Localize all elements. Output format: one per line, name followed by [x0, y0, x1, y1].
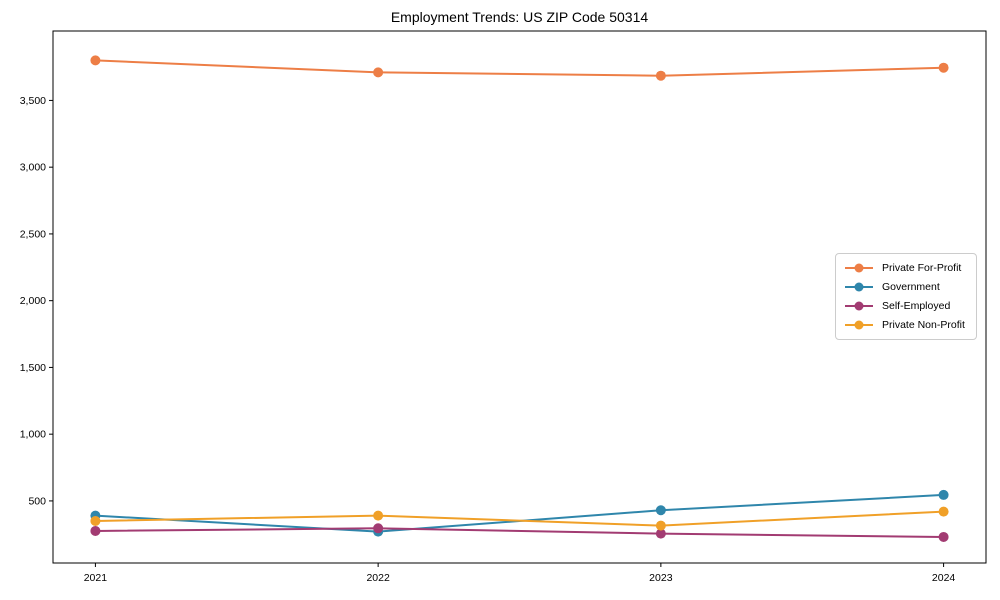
- legend: Private For-Profit Government Self-Emplo…: [835, 253, 977, 340]
- data-point-private-for-profit-2024: [938, 62, 949, 73]
- x-tick-label: 2023: [649, 572, 673, 584]
- legend-item-private-for-profit: Private For-Profit: [843, 259, 967, 278]
- legend-label: Government: [882, 281, 940, 294]
- y-tick-label: 2,000: [20, 295, 46, 307]
- data-point-self-employed-2023: [655, 528, 666, 539]
- legend-label: Self-Employed: [882, 299, 951, 312]
- legend-item-self-employed: Self-Employed: [843, 297, 967, 316]
- axes-frame: [52, 30, 987, 564]
- legend-line-marker-icon: [845, 263, 873, 273]
- series-line-government: [94, 493, 945, 533]
- legend-line-marker-icon: [845, 301, 873, 311]
- legend-item-private-non-profit: Private Non-Profit: [843, 315, 967, 334]
- x-tick-label: 2021: [84, 572, 108, 584]
- y-tick-label: 2,500: [20, 228, 46, 240]
- y-tick-label: 500: [28, 495, 46, 507]
- legend-label: Private For-Profit: [882, 262, 962, 275]
- data-point-private-for-profit-2021: [90, 55, 101, 66]
- chart-title: Employment Trends: US ZIP Code 50314: [390, 9, 649, 25]
- legend-line-marker-icon: [845, 320, 873, 330]
- legend-label: Private Non-Profit: [882, 318, 965, 331]
- data-point-private-non-profit-2022: [373, 510, 384, 521]
- data-point-private-non-profit-2021: [90, 515, 101, 526]
- legend-item-government: Government: [843, 278, 967, 297]
- series-line-private-for-profit: [94, 59, 945, 77]
- y-tick-label: 1,000: [20, 429, 46, 441]
- x-tick-label: 2024: [932, 572, 956, 584]
- data-point-self-employed-2021: [90, 525, 101, 536]
- y-tick-label: 1,500: [20, 362, 46, 374]
- data-point-self-employed-2022: [373, 523, 384, 534]
- y-tick-label: 3,500: [20, 95, 46, 107]
- y-tick-label: 3,000: [20, 162, 46, 174]
- data-point-private-for-profit-2022: [373, 67, 384, 78]
- series-line-private-non-profit: [94, 510, 945, 527]
- data-point-private-non-profit-2023: [655, 520, 666, 531]
- series-line-self-employed: [94, 527, 945, 538]
- data-point-government-2023: [655, 505, 666, 516]
- data-point-private-for-profit-2023: [655, 70, 666, 81]
- data-point-government-2024: [938, 489, 949, 500]
- x-tick-label: 2022: [366, 572, 390, 584]
- data-point-private-non-profit-2024: [938, 506, 949, 517]
- data-point-self-employed-2024: [938, 531, 949, 542]
- legend-line-marker-icon: [845, 282, 873, 292]
